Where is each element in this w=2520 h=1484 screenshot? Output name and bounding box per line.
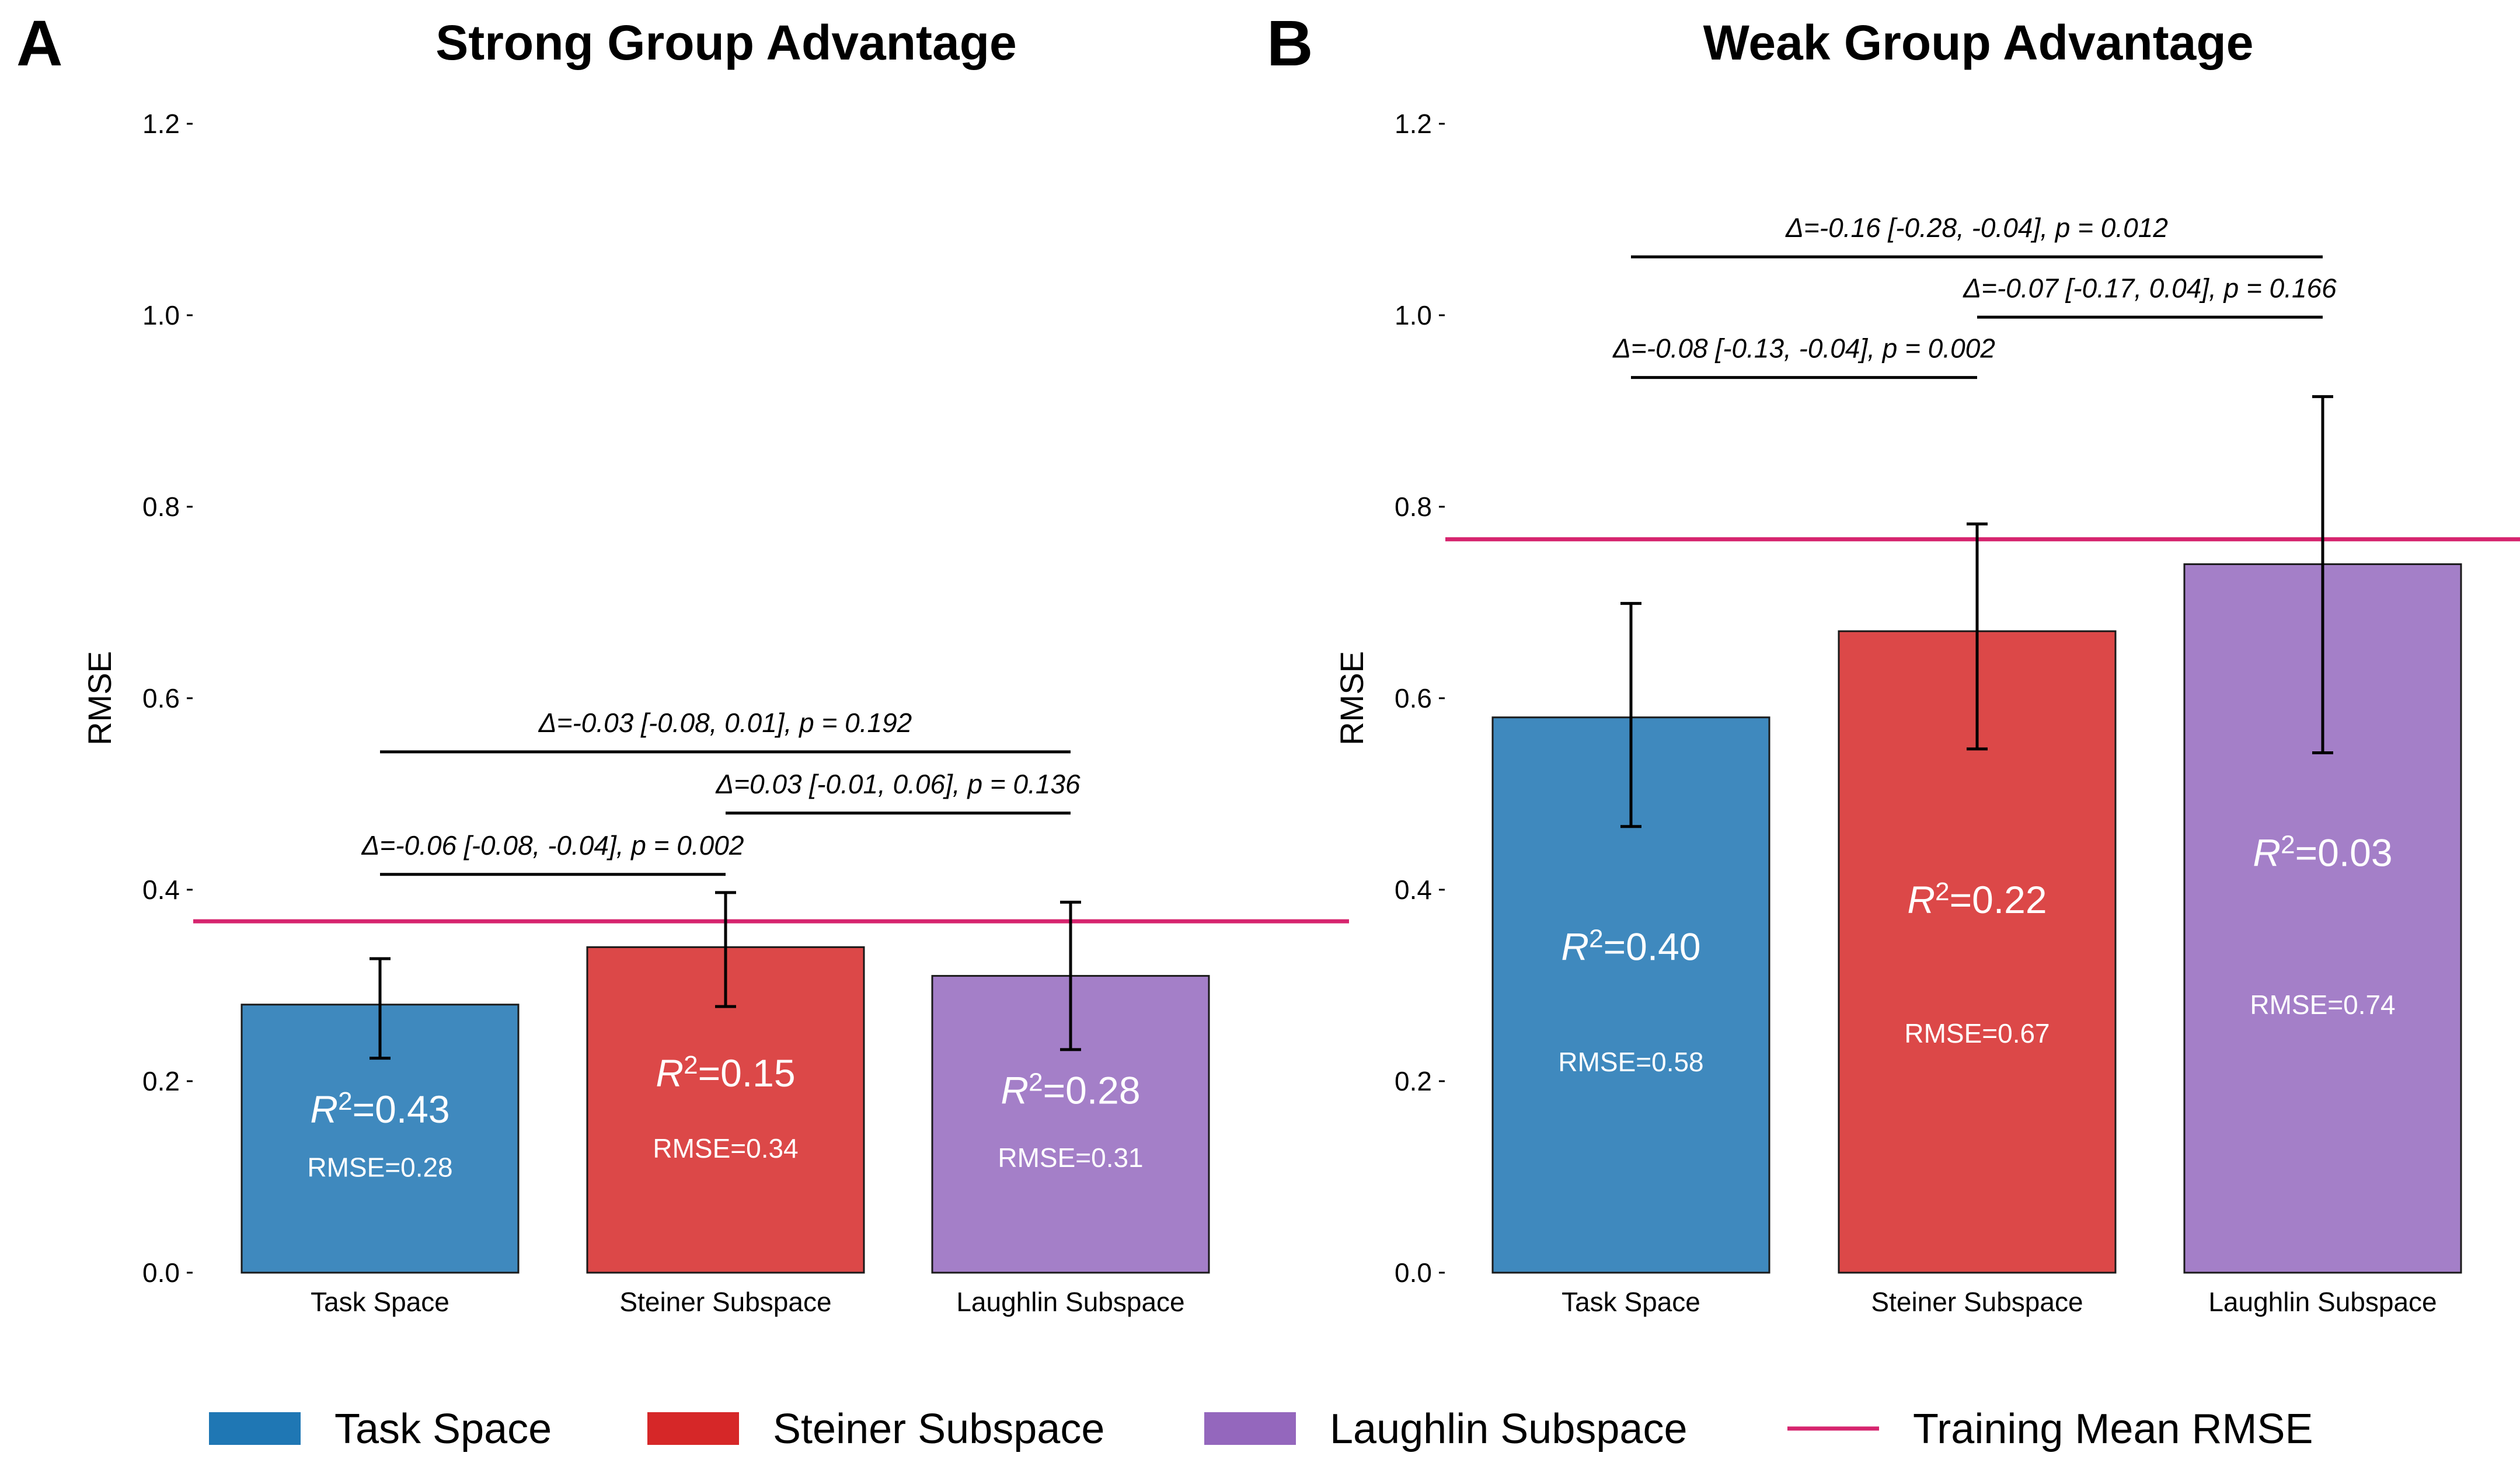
x-tick-label: Steiner Subspace <box>619 1287 831 1317</box>
comparison-label: Δ=-0.03 [-0.08, 0.01], p = 0.192 <box>538 708 912 738</box>
r2-label: R2=0.28 <box>1001 1068 1140 1112</box>
x-tick-label: Steiner Subspace <box>1871 1287 2083 1317</box>
y-tick-label: 0.8 <box>142 492 180 522</box>
y-axis-label: RMSE <box>1333 651 1370 746</box>
comparison-label: Δ=0.03 [-0.01, 0.06], p = 0.136 <box>715 769 1081 799</box>
x-tick-label: Laughlin Subspace <box>956 1287 1184 1317</box>
panel-title: Weak Group Advantage <box>1703 15 2254 70</box>
comparison-label: Δ=-0.08 [-0.13, -0.04], p = 0.002 <box>1612 333 1995 364</box>
r2-power: 2 <box>1589 924 1603 953</box>
y-tick-label: 1.0 <box>1395 300 1432 330</box>
x-tick-label: Laughlin Subspace <box>2208 1287 2437 1317</box>
y-tick-label: 0.8 <box>1395 492 1432 522</box>
y-tick-label: 0.4 <box>142 875 180 905</box>
y-axis-label: RMSE <box>81 651 118 746</box>
panel-letter: B <box>1267 8 1313 79</box>
comparison-label: Δ=-0.07 [-0.17, 0.04], p = 0.166 <box>1963 273 2337 303</box>
y-tick-label: 0.0 <box>142 1257 180 1288</box>
rmse-label: RMSE=0.28 <box>307 1152 452 1183</box>
r2-power: 2 <box>684 1051 698 1079</box>
rmse-label: RMSE=0.67 <box>1904 1018 2050 1048</box>
legend: Task Space Steiner Subspace Laughlin Subsp… <box>209 1406 2313 1452</box>
legend-swatch <box>1204 1412 1296 1445</box>
r2-symbol: R <box>656 1051 684 1095</box>
rmse-label: RMSE=0.58 <box>1558 1047 1703 1077</box>
r2-power: 2 <box>2281 831 2295 859</box>
r2-label: R2=0.43 <box>310 1087 449 1131</box>
r2-power: 2 <box>1029 1068 1043 1096</box>
rmse-label: RMSE=0.31 <box>998 1142 1143 1173</box>
r2-label: R2=0.22 <box>1907 877 2047 921</box>
y-tick-label: 0.6 <box>142 683 180 713</box>
y-tick-label: 0.6 <box>1395 683 1432 713</box>
y-tick-label: 1.2 <box>142 109 180 139</box>
y-tick-label: 0.2 <box>142 1066 180 1096</box>
r2-symbol: R <box>1907 878 1935 921</box>
legend-label: Laughlin Subspace <box>1330 1406 1688 1452</box>
r2-value: =0.40 <box>1604 925 1701 968</box>
y-tick-label: 0.4 <box>1395 875 1432 905</box>
r2-symbol: R <box>1001 1068 1029 1112</box>
panel-title: Strong Group Advantage <box>435 15 1017 70</box>
legend-swatch <box>647 1412 739 1445</box>
y-tick-label: 0.2 <box>1395 1066 1432 1096</box>
comparison-label: Δ=-0.06 [-0.08, -0.04], p = 0.002 <box>361 830 744 861</box>
y-tick-label: 0.0 <box>1395 1257 1432 1288</box>
x-tick-label: Task Space <box>311 1287 449 1317</box>
r2-symbol: R <box>1561 925 1589 968</box>
r2-label: R2=0.40 <box>1561 924 1700 968</box>
r2-power: 2 <box>338 1087 352 1116</box>
x-tick-label: Task Space <box>1562 1287 1700 1317</box>
r2-label: R2=0.15 <box>656 1051 795 1095</box>
r2-symbol: R <box>2253 831 2281 875</box>
y-tick-label: 1.0 <box>142 300 180 330</box>
legend-label: Steiner Subspace <box>773 1406 1104 1452</box>
legend-swatch <box>209 1412 301 1445</box>
rmse-label: RMSE=0.74 <box>2250 990 2395 1020</box>
r2-value: =0.43 <box>353 1088 450 1131</box>
panel-letter: A <box>16 8 62 79</box>
r2-symbol: R <box>310 1088 338 1131</box>
comparison-label: Δ=-0.16 [-0.28, -0.04], p = 0.012 <box>1785 213 2168 243</box>
panel-b: B Weak Group Advantage 0.0 0.2 0.4 0.6 0.8 1.0 1… <box>1267 8 2520 1317</box>
r2-label: R2=0.03 <box>2253 831 2392 875</box>
legend-label: Training Mean RMSE <box>1913 1406 2313 1452</box>
rmse-label: RMSE=0.34 <box>653 1133 798 1163</box>
r2-value: =0.03 <box>2295 831 2393 875</box>
r2-value: =0.22 <box>1950 878 2047 921</box>
r2-value: =0.28 <box>1043 1068 1141 1112</box>
r2-value: =0.15 <box>698 1051 796 1095</box>
legend-label: Task Space <box>334 1406 552 1452</box>
y-tick-label: 1.2 <box>1395 109 1432 139</box>
r2-power: 2 <box>1935 877 1949 906</box>
panel-a: A Strong Group Advantage 0.0 0.2 0.4 0.6 0.8 1.… <box>16 8 1349 1317</box>
